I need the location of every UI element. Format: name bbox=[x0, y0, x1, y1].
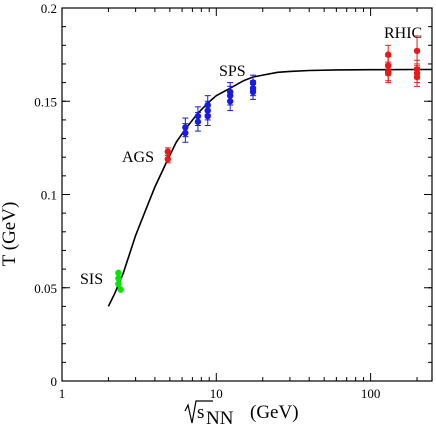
y-tick-label: 0 bbox=[51, 374, 58, 389]
data-point bbox=[249, 88, 257, 96]
y-tick-label: 0.05 bbox=[34, 281, 57, 296]
tick-labels: 1 10 100 0 0.05 0.1 0.15 0.2 bbox=[34, 1, 380, 401]
group-label-rhic: RHIC bbox=[384, 25, 422, 42]
data-point bbox=[115, 275, 122, 282]
x-axis-title-s: s bbox=[197, 402, 204, 423]
series-sis bbox=[115, 269, 124, 293]
y-tick-label: 0.2 bbox=[41, 1, 57, 16]
plot-frame bbox=[61, 7, 433, 382]
data-point bbox=[413, 73, 421, 81]
data-point bbox=[164, 148, 172, 155]
data-point bbox=[117, 286, 124, 293]
data-point bbox=[226, 98, 234, 105]
data-points bbox=[115, 35, 421, 293]
x-axis-title-unit: (GeV) bbox=[250, 402, 299, 423]
data-point bbox=[115, 280, 122, 288]
group-label-ags: AGS bbox=[122, 149, 154, 166]
y-axis-title: T (GeV) bbox=[0, 202, 20, 267]
data-point bbox=[194, 118, 202, 125]
x-tick-label: 100 bbox=[361, 386, 381, 401]
series-sps bbox=[182, 74, 257, 143]
group-label-sis: SIS bbox=[80, 271, 103, 288]
x-tick-label: 10 bbox=[210, 386, 223, 401]
series-ags bbox=[164, 147, 172, 164]
y-tick-label: 0.1 bbox=[41, 188, 57, 203]
sqrt-symbol bbox=[184, 400, 213, 424]
axis-ticks bbox=[61, 7, 432, 382]
data-point bbox=[204, 112, 211, 120]
data-point bbox=[384, 70, 392, 77]
data-point bbox=[164, 155, 172, 163]
model-curve bbox=[107, 68, 432, 307]
data-point bbox=[115, 269, 122, 277]
y-tick-label: 0.15 bbox=[34, 94, 57, 109]
group-label-sps: SPS bbox=[219, 63, 246, 80]
x-axis-title: s NN (GeV) bbox=[184, 400, 299, 429]
x-axis-title-sub: NN bbox=[206, 408, 234, 429]
x-tick-label: 1 bbox=[59, 386, 66, 401]
data-point bbox=[413, 47, 421, 55]
data-point bbox=[182, 129, 189, 137]
series-rhic bbox=[384, 35, 421, 87]
